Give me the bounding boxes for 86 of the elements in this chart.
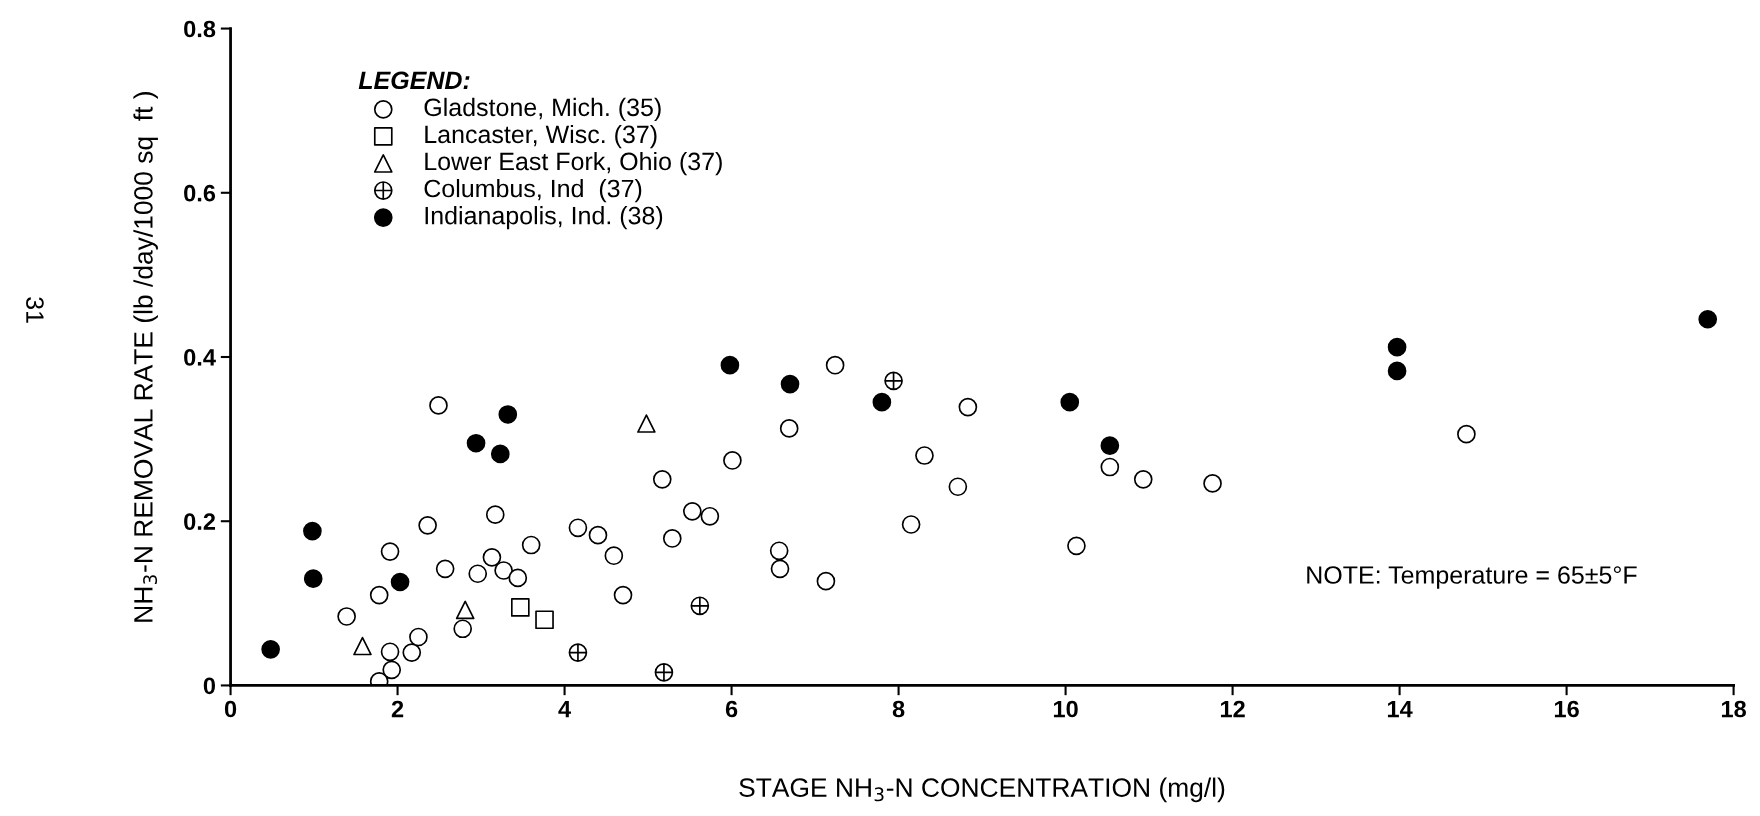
point — [723, 451, 742, 470]
legend-label: Lower East Fork, Ohio (37) — [425, 151, 722, 176]
y-tick-label: 0.8 — [184, 20, 216, 38]
point — [337, 607, 356, 626]
point — [901, 515, 921, 534]
point — [508, 568, 528, 588]
point — [380, 642, 400, 662]
legend-title: LEGEND: — [358, 71, 470, 90]
point — [770, 559, 790, 579]
point — [588, 525, 608, 545]
y-tick-label: 0.2 — [184, 513, 216, 531]
point — [682, 502, 702, 521]
point — [418, 515, 437, 535]
point — [455, 600, 475, 620]
x-tick-label: 16 — [1554, 700, 1579, 718]
point — [1387, 337, 1407, 357]
point — [1698, 309, 1718, 329]
x-tick-label: 12 — [1220, 700, 1245, 718]
point — [604, 546, 624, 566]
x-tick-label: 14 — [1387, 700, 1413, 718]
point — [1060, 392, 1080, 412]
point — [637, 414, 656, 433]
point — [769, 541, 789, 561]
y-tick-label: 0 — [203, 677, 216, 695]
point — [1100, 436, 1120, 456]
point — [382, 660, 402, 680]
x-tick-label: 6 — [725, 700, 738, 718]
x-tick-label: 10 — [1053, 700, 1078, 718]
point — [482, 548, 502, 567]
point — [498, 405, 518, 424]
point — [521, 535, 541, 555]
point — [872, 392, 892, 412]
point — [568, 518, 588, 538]
point — [303, 569, 323, 589]
point — [490, 444, 510, 464]
legend-label: Indianapolis, Ind. (38) — [425, 206, 663, 230]
point — [884, 371, 903, 391]
point — [613, 585, 633, 605]
point — [303, 521, 322, 541]
x-tick-label: 18 — [1721, 700, 1747, 718]
point — [510, 598, 530, 617]
point — [402, 643, 422, 662]
point — [494, 561, 513, 580]
point — [1100, 457, 1120, 477]
text: 31 — [26, 297, 44, 323]
point — [435, 559, 455, 579]
y-axis-title: NH$_{3}$-N REMOVAL RATE (lb /day/1000 sq ft ) — [133, 92, 158, 622]
y-tick-label: 0.4 — [184, 349, 216, 366]
point — [369, 585, 389, 605]
point — [720, 355, 740, 375]
point — [390, 572, 410, 592]
point — [1133, 470, 1153, 489]
point — [662, 529, 682, 548]
point — [1387, 361, 1407, 381]
legend-label: Gladstone, Mich. (35) — [424, 97, 661, 122]
y-tick-label: 0.6 — [184, 184, 216, 202]
annotation: NOTE: Temperature = 65±5°F — [1307, 566, 1637, 589]
point — [779, 419, 799, 438]
point — [466, 433, 486, 453]
point — [652, 470, 672, 489]
point — [700, 506, 720, 526]
point — [948, 477, 968, 497]
point — [915, 446, 934, 465]
point — [485, 505, 505, 524]
point — [409, 627, 428, 647]
point — [825, 355, 845, 375]
point — [535, 610, 554, 630]
point — [780, 374, 800, 394]
x-tick-label: 0 — [224, 700, 237, 718]
point — [1457, 424, 1476, 444]
x-axis-title: STAGE NH$_{3}$-N CONCENTRATION (mg/l) — [739, 777, 1225, 803]
x-tick-label: 2 — [391, 700, 404, 718]
point — [261, 639, 280, 659]
point — [1203, 474, 1222, 493]
point — [468, 564, 488, 584]
point — [353, 636, 372, 656]
point — [380, 542, 400, 561]
x-tick-label: 8 — [892, 700, 905, 718]
point — [429, 396, 448, 415]
legend-label: Lancaster, Wisc. (37) — [425, 124, 657, 149]
point — [816, 571, 836, 591]
point — [958, 397, 978, 417]
point — [453, 619, 473, 639]
x-tick-label: 4 — [558, 700, 572, 718]
legend-label: Columbus, Ind (37) — [424, 178, 642, 203]
point — [1067, 536, 1086, 556]
